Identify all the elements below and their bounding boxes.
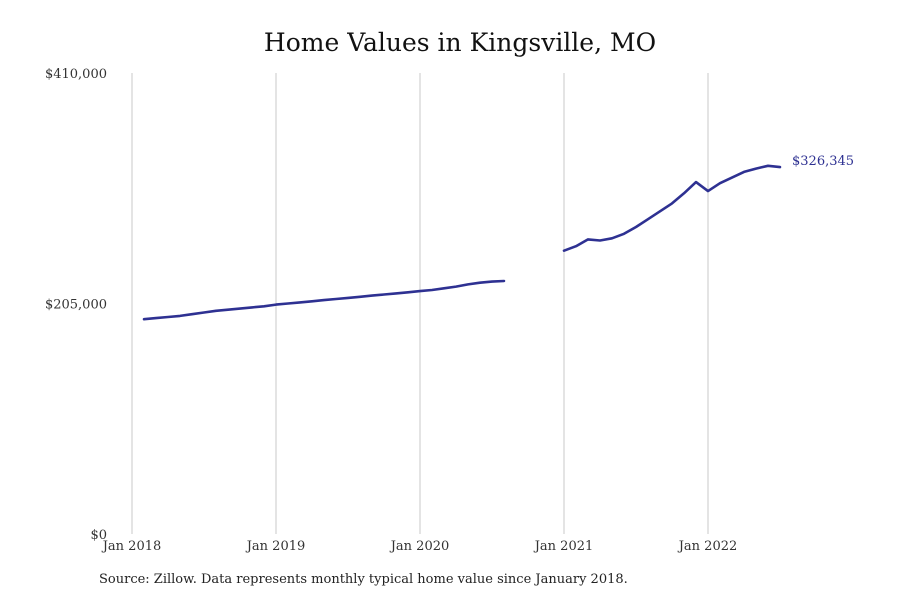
x-axis-ticks: Jan 2018 Jan 2019 Jan 2020 Jan 2021 Jan 2022 <box>101 539 738 554</box>
y-axis-ticks: $0 $205,000 $410,000 <box>45 67 107 543</box>
chart-title: Home Values in Kingsville, MO <box>264 28 656 57</box>
x-tick-label: Jan 2018 <box>101 539 162 554</box>
x-tick-label: Jan 2021 <box>533 539 594 554</box>
end-value-label: $326,345 <box>792 154 854 169</box>
x-tick-label: Jan 2020 <box>389 539 450 554</box>
x-tick-label: Jan 2022 <box>677 539 738 554</box>
y-tick-label: $0 <box>90 528 107 543</box>
y-tick-label: $205,000 <box>45 298 107 313</box>
gridlines <box>131 73 709 534</box>
x-tick-label: Jan 2019 <box>245 539 306 554</box>
y-tick-label: $410,000 <box>45 67 107 82</box>
series-line-segment <box>562 164 782 252</box>
series-line-segment <box>142 279 506 321</box>
source-note: Source: Zillow. Data represents monthly … <box>99 572 628 587</box>
series-layer <box>142 164 782 321</box>
